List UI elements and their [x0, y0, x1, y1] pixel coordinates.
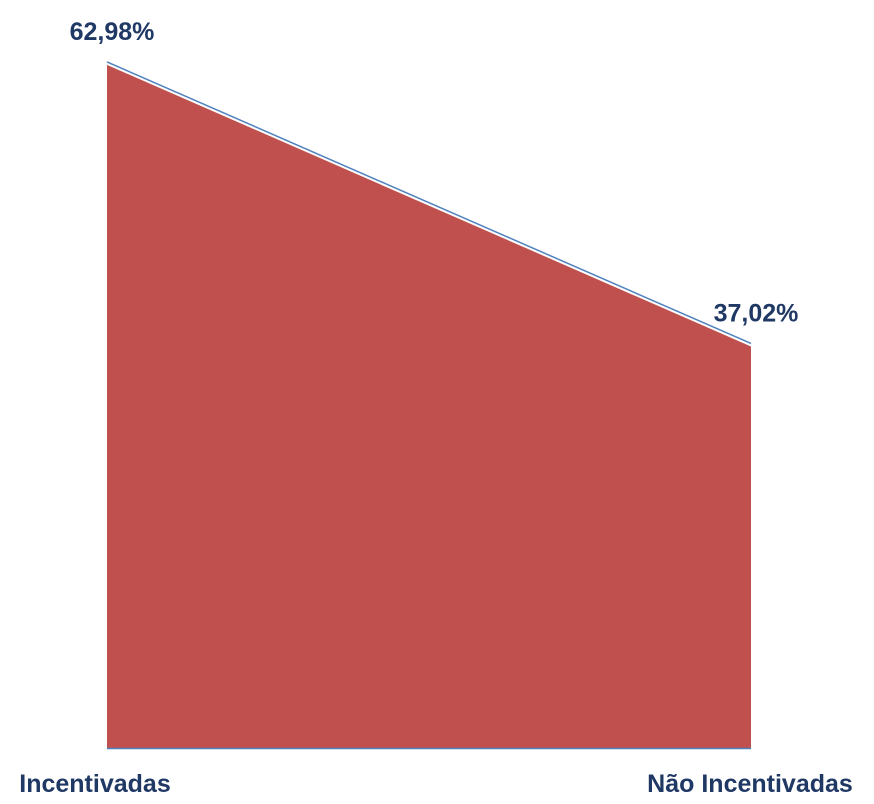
- data-label-1: 37,02%: [714, 299, 799, 327]
- plot-area: [106, 61, 752, 750]
- area-series-line: [106, 61, 752, 345]
- data-label-0: 62,98%: [70, 18, 155, 46]
- data-labels: 62,98% 37,02%: [70, 18, 799, 328]
- area-series-fill: [107, 64, 751, 748]
- x-tick-label-0: Incentivadas: [19, 770, 170, 798]
- x-axis-tick-labels: Incentivadas Não Incentivadas: [19, 770, 853, 798]
- x-tick-label-1: Não Incentivadas: [647, 770, 853, 798]
